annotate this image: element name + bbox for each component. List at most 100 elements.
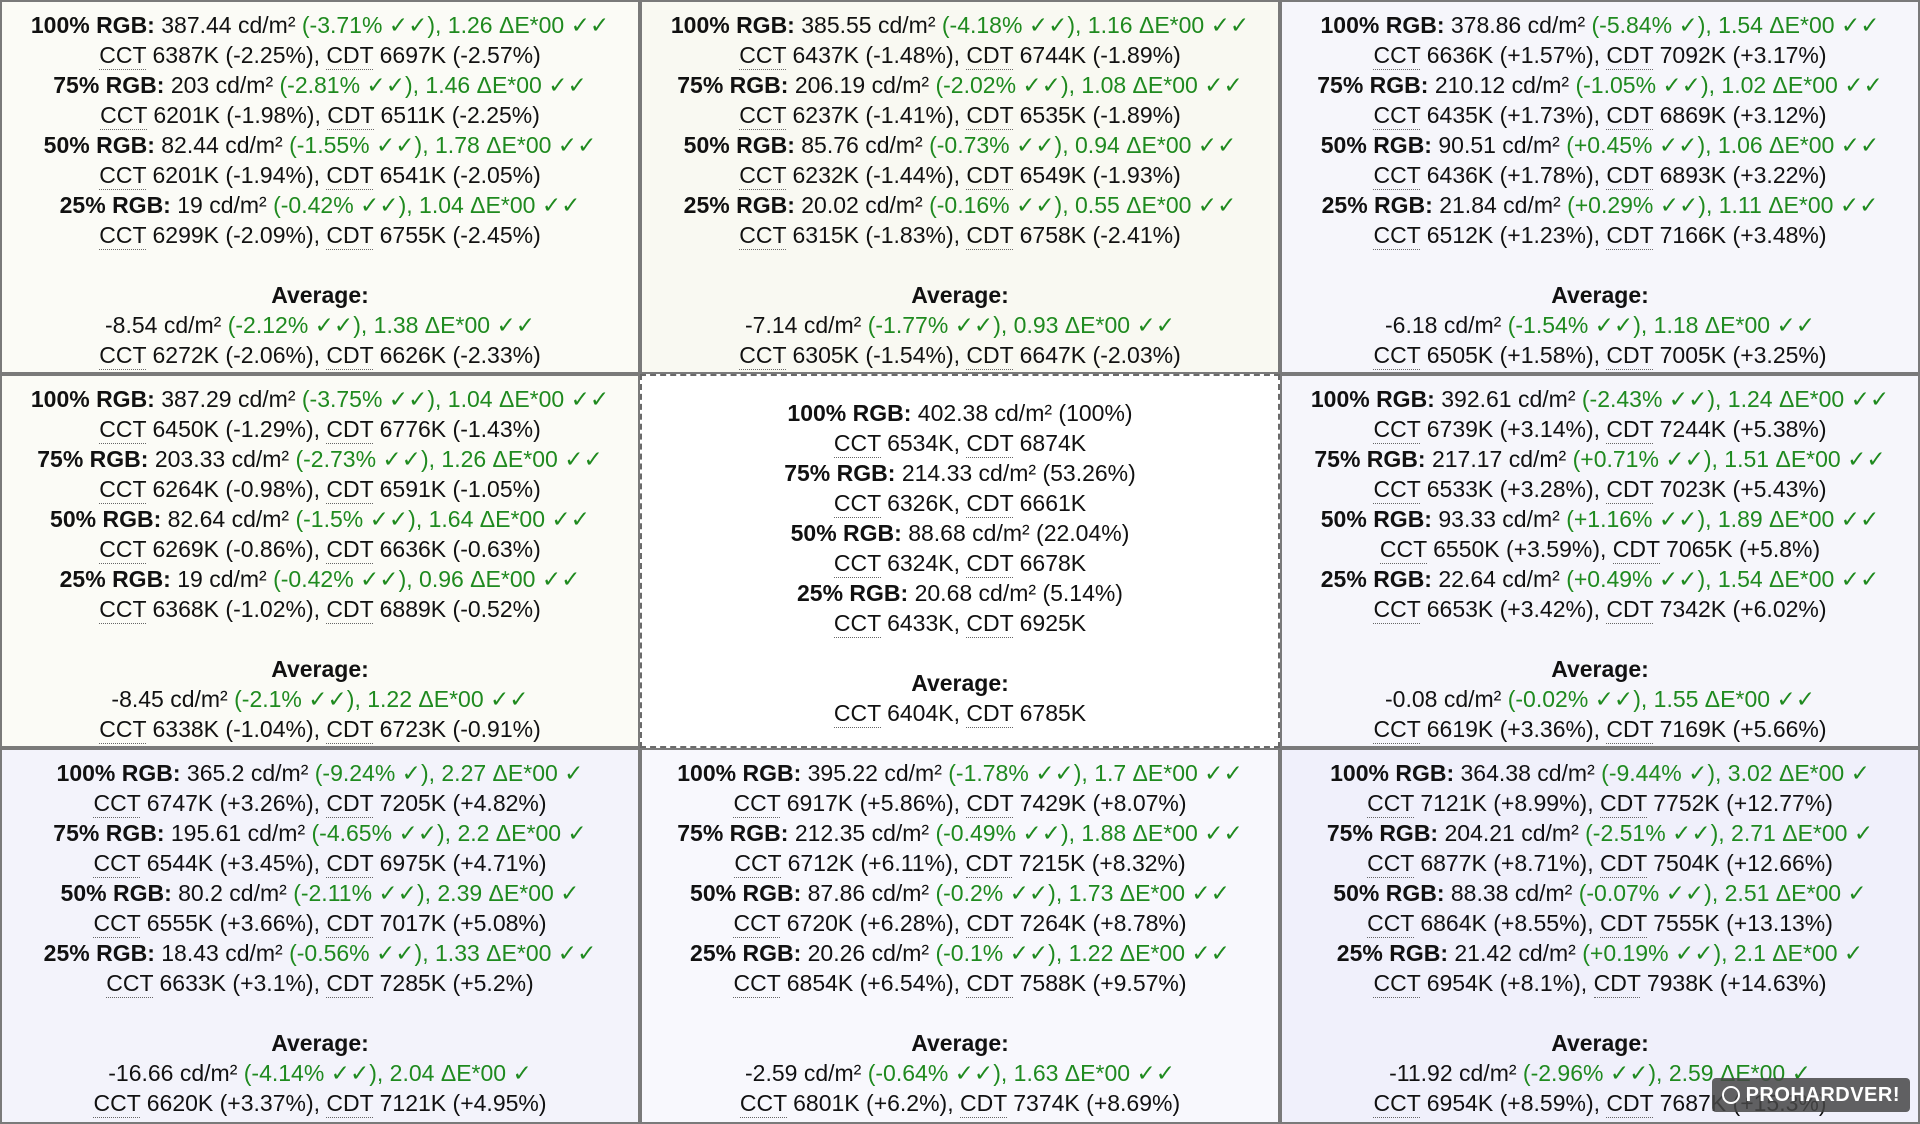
luminance-value: 204.21 cd/m² xyxy=(1444,820,1579,846)
average-cct-deviation: (+6.2%), xyxy=(866,1090,954,1116)
luminance-line: 50% RGB: 88.38 cd/m² (-0.07% ✓✓), 2.51 Δ… xyxy=(1282,878,1918,908)
luminance-line: 25% RGB: 18.43 cd/m² (-0.56% ✓✓), 1.33 Δ… xyxy=(2,938,638,968)
cdt-label: CDT xyxy=(326,42,374,70)
level-label: 75% RGB: xyxy=(1326,820,1439,846)
temperature-line: CCT 6877K (+8.71%), CDT 7504K (+12.66%) xyxy=(1282,848,1918,878)
cdt-deviation: (+5.43%) xyxy=(1732,476,1827,502)
cdt-label: CDT xyxy=(966,910,1014,938)
luminance-line: 50% RGB: 85.76 cd/m² (-0.73% ✓✓), 0.94 Δ… xyxy=(642,130,1278,160)
luminance-value: 18.43 cd/m² xyxy=(161,940,283,966)
luminance-line: 75% RGB: 210.12 cd/m² (-1.05% ✓✓), 1.02 … xyxy=(1282,70,1918,100)
luminance-line: 25% RGB: 21.42 cd/m² (+0.19% ✓✓), 2.1 ΔE… xyxy=(1282,938,1918,968)
cct-label: CCT xyxy=(733,970,781,998)
cct-deviation: (-1.48%), xyxy=(865,42,960,68)
cct-label: CCT xyxy=(833,550,881,578)
luminance-line: 75% RGB: 212.35 cd/m² (-0.49% ✓✓), 1.88 … xyxy=(642,818,1278,848)
cct-label: CCT xyxy=(99,162,147,190)
cdt-label: CDT xyxy=(1599,790,1647,818)
level-label: 50% RGB: xyxy=(50,506,162,532)
level-label: 25% RGB: xyxy=(1321,192,1433,218)
cct-deviation: (-1.29%), xyxy=(225,416,320,442)
cdt-label: CDT xyxy=(326,536,374,564)
luminance-line: 25% RGB: 19 cd/m² (-0.42% ✓✓), 0.96 ΔE*0… xyxy=(2,564,638,594)
cct-value: 6747K xyxy=(146,790,214,816)
temperature-line: CCT 6264K (-0.98%), CDT 6591K (-1.05%) xyxy=(2,474,638,504)
luminance-value: 217.17 cd/m² xyxy=(1431,446,1567,472)
average-heading: Average: xyxy=(1282,654,1918,684)
temperature-line: CCT 6324K, CDT 6678K xyxy=(833,550,1087,578)
luminance-line: 25% RGB: 20.68 cd/m² (5.14%) xyxy=(642,578,1278,608)
luminance-line: 50% RGB: 88.68 cd/m² (22.04%) xyxy=(642,518,1278,548)
cdt-label: CDT xyxy=(1593,970,1641,998)
cct-value: 6201K xyxy=(153,102,220,128)
level-label: 100% RGB: xyxy=(30,386,155,412)
deviation-percent: (-3.71% ✓✓), xyxy=(301,12,442,38)
cct-label: CCT xyxy=(833,610,881,638)
level-label: 25% RGB: xyxy=(683,192,795,218)
delta-e-value: 2.27 ΔE*00 ✓ xyxy=(441,760,584,786)
luminance-value: 206.19 cd/m² xyxy=(794,72,930,98)
cct-deviation: (-0.98%), xyxy=(225,476,320,502)
cdt-label: CDT xyxy=(960,1090,1007,1118)
luminance-value: 93.33 cd/m² xyxy=(1438,506,1560,532)
cct-deviation: (+6.54%), xyxy=(859,970,960,996)
cdt-deviation: (+13.13%) xyxy=(1726,910,1833,936)
cdt-label: CDT xyxy=(965,850,1013,878)
average-cdt: 6723K xyxy=(379,716,447,742)
average-temperature-line: CCT 6305K (-1.54%), CDT 6647K (-2.03%) xyxy=(642,340,1278,370)
luminance-line: 25% RGB: 20.02 cd/m² (-0.16% ✓✓), 0.55 Δ… xyxy=(642,190,1278,220)
deviation-percent: (-1.5% ✓✓), xyxy=(295,506,423,532)
zone-cell: 100% RGB: 392.61 cd/m² (-2.43% ✓✓), 1.24… xyxy=(1280,374,1920,748)
cct-value: 6237K xyxy=(792,102,860,128)
temperature-line: CCT 6437K (-1.48%), CDT 6744K (-1.89%) xyxy=(642,40,1278,70)
cdt-deviation: (+8.78%) xyxy=(1092,910,1187,936)
cct-deviation: (+1.23%), xyxy=(1499,222,1600,248)
level-label: 50% RGB: xyxy=(43,132,155,158)
cdt-value: 7429K xyxy=(1019,790,1087,816)
cct-deviation: (+3.14%), xyxy=(1499,416,1600,442)
cdt-label: CDT xyxy=(1599,850,1647,878)
deviation-percent: (-2.11% ✓✓), xyxy=(293,880,431,906)
delta-e-value: 1.64 ΔE*00 ✓✓ xyxy=(428,506,590,532)
cct-value: 6854K xyxy=(786,970,854,996)
temperature-line: CCT 6712K (+6.11%), CDT 7215K (+8.32%) xyxy=(642,848,1278,878)
cdt-value: 7205K xyxy=(379,790,447,816)
cct-label: CCT xyxy=(739,102,787,130)
cdt-value: 6869K xyxy=(1659,102,1727,128)
luminance-value: 364.38 cd/m² xyxy=(1460,760,1595,786)
luminance-line: 50% RGB: 80.2 cd/m² (-2.11% ✓✓), 2.39 ΔE… xyxy=(2,878,638,908)
cct-label: CCT xyxy=(1373,1090,1421,1118)
cdt-deviation: (-2.05%) xyxy=(452,162,541,188)
cdt-label: CDT xyxy=(326,596,374,624)
average-deviation: (-1.77% ✓✓), xyxy=(867,312,1008,338)
cdt-label: CDT xyxy=(966,222,1014,250)
zone-cell: 100% RGB: 387.44 cd/m² (-3.71% ✓✓), 1.26… xyxy=(0,0,640,374)
cct-label: CCT xyxy=(99,416,147,444)
deviation-percent: (-2.81% ✓✓), xyxy=(279,72,420,98)
average-luminance: -8.54 cd/m² xyxy=(105,312,222,338)
reference-percent: (100%) xyxy=(1058,400,1133,426)
cdt-value: 7285K xyxy=(379,970,447,996)
cct-deviation: (+3.45%), xyxy=(219,850,320,876)
cct-value: 6550K xyxy=(1433,536,1500,562)
average-cct: 6338K xyxy=(152,716,220,742)
cct-label: CCT xyxy=(1373,476,1421,504)
cct-deviation: (-1.02%), xyxy=(225,596,320,622)
delta-e-value: 1.33 ΔE*00 ✓✓ xyxy=(435,940,597,966)
cct-deviation: (+3.28%), xyxy=(1499,476,1600,502)
average-cdt: 7374K xyxy=(1013,1090,1080,1116)
temperature-line: CCT 6544K (+3.45%), CDT 6975K (+4.71%) xyxy=(2,848,638,878)
cct-deviation: (+6.11%), xyxy=(860,850,960,876)
deviation-percent: (+0.45% ✓✓), xyxy=(1566,132,1712,158)
luminance-value: 203 cd/m² xyxy=(170,72,274,98)
luminance-line: 75% RGB: 217.17 cd/m² (+0.71% ✓✓), 1.51 … xyxy=(1282,444,1918,474)
luminance-value: 82.44 cd/m² xyxy=(161,132,283,158)
average-luminance: -16.66 cd/m² xyxy=(108,1060,238,1086)
average-delta-e: 1.38 ΔE*00 ✓✓ xyxy=(373,312,535,338)
reference-percent: (22.04%) xyxy=(1036,520,1130,546)
cct-value: 6555K xyxy=(146,910,214,936)
cdt-value: 6758K xyxy=(1019,222,1087,248)
cdt-deviation: (-0.63%) xyxy=(452,536,541,562)
average-label: Average: xyxy=(1551,656,1649,682)
cdt-deviation: (+8.07%) xyxy=(1092,790,1187,816)
